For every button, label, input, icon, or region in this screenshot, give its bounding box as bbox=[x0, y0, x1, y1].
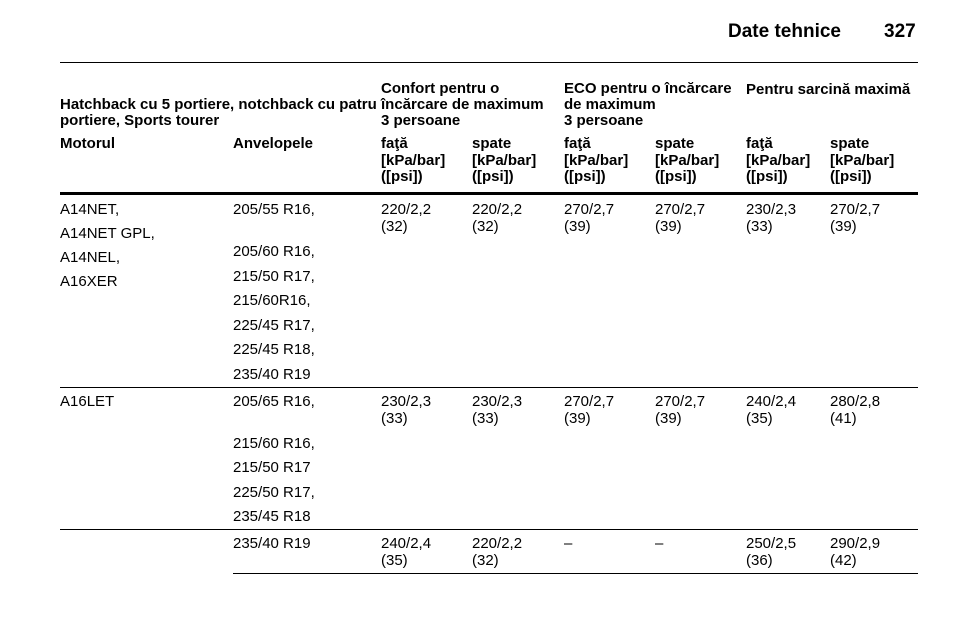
tire: 235/40 R19 bbox=[233, 365, 311, 383]
pressure-value: 240/2,4 bbox=[746, 392, 797, 410]
tire: 215/50 R17 bbox=[233, 459, 311, 476]
tire: 225/45 R17, bbox=[233, 316, 315, 334]
column-header: spate bbox=[472, 135, 512, 152]
pressure-value: (33) bbox=[746, 218, 773, 235]
pressure-value: – bbox=[564, 535, 573, 552]
pressure-value: 220/2,2 bbox=[472, 535, 523, 552]
pressure-value: (36) bbox=[746, 552, 773, 569]
group-header: Hatchback cu 5 portiere, notchback cu pa… bbox=[60, 96, 377, 113]
pressure-value: (33) bbox=[472, 409, 499, 427]
unit-label: ([psi]) bbox=[830, 168, 872, 185]
pressure-value: 250/2,5 bbox=[746, 535, 797, 552]
tire: 215/50 R17, bbox=[233, 267, 315, 285]
column-header: faţă bbox=[564, 135, 591, 152]
group-header: portiere, Sports tourer bbox=[60, 112, 220, 129]
engine: A16LET bbox=[60, 392, 115, 410]
pressure-value: (32) bbox=[472, 552, 499, 569]
unit-label: [kPa/bar] bbox=[381, 152, 446, 169]
pressure-value: (39) bbox=[564, 218, 591, 235]
row-rule bbox=[233, 573, 918, 574]
tire: 225/50 R17, bbox=[233, 483, 315, 501]
column-header: Anvelopele bbox=[233, 135, 314, 152]
column-header: Motorul bbox=[60, 135, 115, 152]
tire: 225/45 R18, bbox=[233, 341, 315, 358]
group-header: 3 persoane bbox=[381, 112, 461, 129]
pressure-value: (32) bbox=[472, 218, 499, 235]
pressure-value: 270/2,7 bbox=[564, 201, 615, 218]
group-header: ECO pentru o încărcare bbox=[564, 80, 732, 97]
engine: A16XER bbox=[60, 273, 118, 290]
tire: 205/55 R16, bbox=[233, 201, 315, 218]
pressure-value: 290/2,9 bbox=[830, 535, 881, 552]
unit-label: [kPa/bar] bbox=[746, 152, 811, 169]
column-header: spate bbox=[655, 135, 695, 152]
tire: 215/60R16, bbox=[233, 292, 311, 309]
tire: 205/65 R16, bbox=[233, 392, 315, 410]
pressure-value: (39) bbox=[830, 218, 857, 235]
row-rule bbox=[60, 529, 918, 530]
tire: 235/40 R19 bbox=[233, 535, 311, 552]
tire: 235/45 R18 bbox=[233, 508, 311, 525]
unit-label: ([psi]) bbox=[564, 168, 606, 185]
column-header: spate bbox=[830, 135, 870, 152]
pressure-value: 220/2,2 bbox=[472, 201, 523, 218]
pressure-value: 240/2,4 bbox=[381, 535, 432, 552]
unit-label: ([psi]) bbox=[381, 168, 423, 185]
group-header: încărcare de maximum bbox=[381, 96, 544, 113]
page-title: Date tehnice bbox=[728, 21, 841, 42]
pressure-value: (39) bbox=[655, 218, 682, 235]
unit-label: [kPa/bar] bbox=[564, 152, 629, 169]
tire: 205/60 R16, bbox=[233, 243, 315, 260]
pressure-value: (33) bbox=[381, 409, 408, 427]
unit-label: ([psi]) bbox=[472, 168, 514, 185]
table-header-rule bbox=[60, 192, 918, 195]
pressure-value: 270/2,7 bbox=[564, 392, 615, 410]
unit-label: [kPa/bar] bbox=[472, 152, 537, 169]
group-header: de maximum bbox=[564, 96, 656, 113]
pressure-value: (39) bbox=[655, 409, 682, 427]
pressure-value: 270/2,7 bbox=[655, 201, 706, 218]
group-header: Confort pentru o bbox=[381, 80, 500, 97]
pressure-value: 270/2,7 bbox=[655, 392, 706, 410]
row-rule bbox=[60, 386, 918, 388]
unit-label: [kPa/bar] bbox=[655, 152, 720, 169]
group-header: 3 persoane bbox=[564, 112, 644, 129]
group-header: Pentru sarcină maximă bbox=[746, 81, 911, 98]
pressure-value: 230/2,3 bbox=[472, 392, 523, 410]
pressure-value: 220/2,2 bbox=[381, 201, 432, 218]
header-rule bbox=[60, 62, 918, 63]
unit-label: [kPa/bar] bbox=[830, 152, 895, 169]
tire: 215/60 R16, bbox=[233, 434, 315, 452]
pressure-value: 230/2,3 bbox=[746, 201, 797, 218]
engine: A14NET, bbox=[60, 201, 120, 218]
column-header: faţă bbox=[746, 135, 773, 152]
engine: A14NEL, bbox=[60, 249, 121, 266]
unit-label: ([psi]) bbox=[655, 168, 697, 185]
column-header: faţă bbox=[381, 135, 408, 152]
pressure-value: 270/2,7 bbox=[830, 201, 881, 218]
pressure-value: – bbox=[655, 535, 664, 552]
pressure-value: 280/2,8 bbox=[830, 392, 881, 410]
engine: A14NET GPL, bbox=[60, 225, 155, 242]
unit-label: ([psi]) bbox=[746, 168, 788, 185]
pressure-value: (35) bbox=[381, 552, 408, 569]
pressure-value: (35) bbox=[746, 409, 773, 427]
pressure-value: (41) bbox=[830, 409, 857, 427]
page-number: 327 bbox=[884, 21, 916, 42]
pressure-value: (32) bbox=[381, 218, 408, 235]
pressure-value: (42) bbox=[830, 552, 857, 569]
pressure-value: (39) bbox=[564, 409, 591, 427]
pressure-value: 230/2,3 bbox=[381, 392, 432, 410]
